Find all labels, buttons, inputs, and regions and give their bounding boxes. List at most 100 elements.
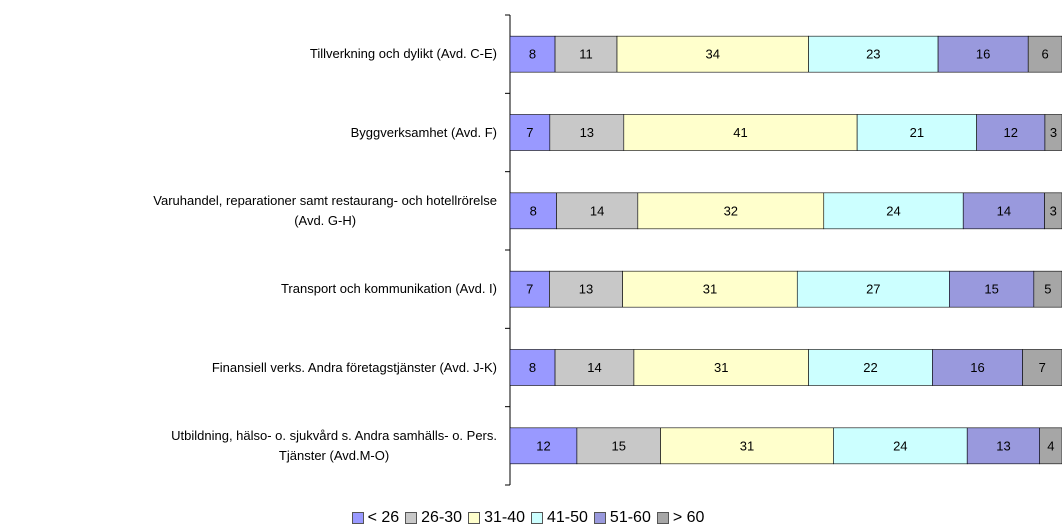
bar-segment <box>616 35 809 73</box>
data-label: 13 <box>579 282 593 297</box>
data-label: 31 <box>714 360 728 375</box>
category-label-box: Finansiell verks. Andra företagstjänster… <box>0 338 497 398</box>
bar-segment <box>509 270 550 308</box>
bar-segment <box>949 270 1035 308</box>
data-label: 7 <box>526 282 533 297</box>
category-label-box: Byggverksamhet (Avd. F) <box>0 103 497 163</box>
data-label: 24 <box>886 203 900 218</box>
data-label: 3 <box>1050 203 1057 218</box>
category-label: Byggverksamhet (Avd. F) <box>350 124 497 140</box>
legend-item: 31-40 <box>468 509 525 527</box>
data-label: 8 <box>530 203 537 218</box>
bar-segment <box>554 349 635 386</box>
category-label: Finansiell verks. Andra företagstjänster… <box>211 359 497 375</box>
data-label: 32 <box>724 203 738 218</box>
category-label: Transport och kommunikation (Avd. I) <box>280 281 497 297</box>
bar-segment <box>932 349 1023 386</box>
data-label: 3 <box>1050 125 1057 140</box>
data-label: 34 <box>706 47 720 62</box>
bar-segment <box>1022 349 1062 386</box>
bar-segment <box>823 192 964 230</box>
bar-segment <box>976 114 1046 151</box>
legend: < 26 26-30 31-40 41-50 51-60 > 60 <box>0 509 1062 527</box>
bar-segment <box>509 192 557 230</box>
data-label: 31 <box>740 438 754 453</box>
data-label: 11 <box>579 47 593 62</box>
legend-swatch <box>468 512 481 524</box>
bar-segment <box>966 427 1040 465</box>
data-label: 24 <box>893 438 907 453</box>
bar-segment <box>833 427 968 465</box>
data-label: 13 <box>996 438 1010 453</box>
data-label: 41 <box>733 125 747 140</box>
data-label: 16 <box>976 47 990 62</box>
data-label: 31 <box>703 282 717 297</box>
bar-segment <box>549 114 625 151</box>
data-label: 14 <box>590 203 604 218</box>
legend-item: > 60 <box>656 509 705 527</box>
bar-segment <box>962 192 1045 230</box>
bar-segment <box>856 114 977 151</box>
data-label: 27 <box>866 282 880 297</box>
bar-segment <box>554 35 618 73</box>
data-label: 15 <box>984 282 998 297</box>
data-label: 16 <box>970 360 984 375</box>
data-label: 15 <box>611 438 625 453</box>
bar-segment <box>660 427 834 465</box>
data-label: 23 <box>866 47 880 62</box>
legend-label: 41-50 <box>547 509 588 526</box>
data-label: 8 <box>529 47 536 62</box>
data-label: 21 <box>910 125 924 140</box>
bar-segment <box>509 35 556 73</box>
bar-segment <box>1027 35 1062 73</box>
category-label: Tillverkning och dylikt (Avd. C-E) <box>309 46 497 62</box>
legend-item: 41-50 <box>531 509 588 527</box>
bar-segment <box>796 270 950 308</box>
bar-segment <box>623 114 858 151</box>
bar-segment <box>1039 427 1062 465</box>
legend-label: 51-60 <box>609 509 651 526</box>
bar-segment <box>808 349 933 386</box>
data-label: 12 <box>536 438 550 453</box>
bar-segment <box>556 192 639 230</box>
legend-swatch <box>593 512 606 524</box>
bar-segment <box>1033 270 1062 308</box>
data-label: 7 <box>1039 360 1046 375</box>
bar-segment <box>509 114 551 151</box>
data-label: 4 <box>1047 438 1054 453</box>
legend-swatch <box>405 512 418 524</box>
category-label-box: Varuhandel, reparationer samt restaurang… <box>0 181 497 241</box>
legend-item: < 26 <box>351 509 400 527</box>
category-label-box: Tillverkning och dylikt (Avd. C-E) <box>0 24 497 84</box>
data-label: 14 <box>587 360 601 375</box>
category-label-box: Transport och kommunikation (Avd. I) <box>0 259 497 319</box>
data-label: 13 <box>580 125 594 140</box>
legend-swatch <box>656 512 669 524</box>
bar-segment <box>937 35 1029 73</box>
data-label: 6 <box>1041 47 1048 62</box>
bar-segment <box>808 35 939 73</box>
bar-segment <box>1044 114 1062 151</box>
legend-swatch <box>531 512 543 524</box>
legend-label: 31-40 <box>484 509 525 526</box>
data-label: 14 <box>997 203 1011 218</box>
bar-segment <box>633 349 809 386</box>
data-label: 8 <box>529 360 536 375</box>
legend-label: < 26 <box>367 509 400 526</box>
legend-item: 26-30 <box>405 509 462 527</box>
legend-label: > 60 <box>672 509 705 526</box>
bar-segment <box>637 192 825 230</box>
legend-label: 26-30 <box>421 509 463 526</box>
data-label: 22 <box>863 360 877 375</box>
legend-item: 51-60 <box>593 509 651 527</box>
bar-segment <box>549 270 623 308</box>
bar-segment <box>1044 192 1062 230</box>
bar-segment <box>622 270 798 308</box>
data-label: 12 <box>1004 125 1018 140</box>
legend-swatch <box>351 512 364 524</box>
category-label: Varuhandel, reparationer samt restaurang… <box>153 192 497 228</box>
data-label: 7 <box>526 125 533 140</box>
category-label: Utbildning, hälso- o. sjukvård s. Andra … <box>171 427 497 463</box>
